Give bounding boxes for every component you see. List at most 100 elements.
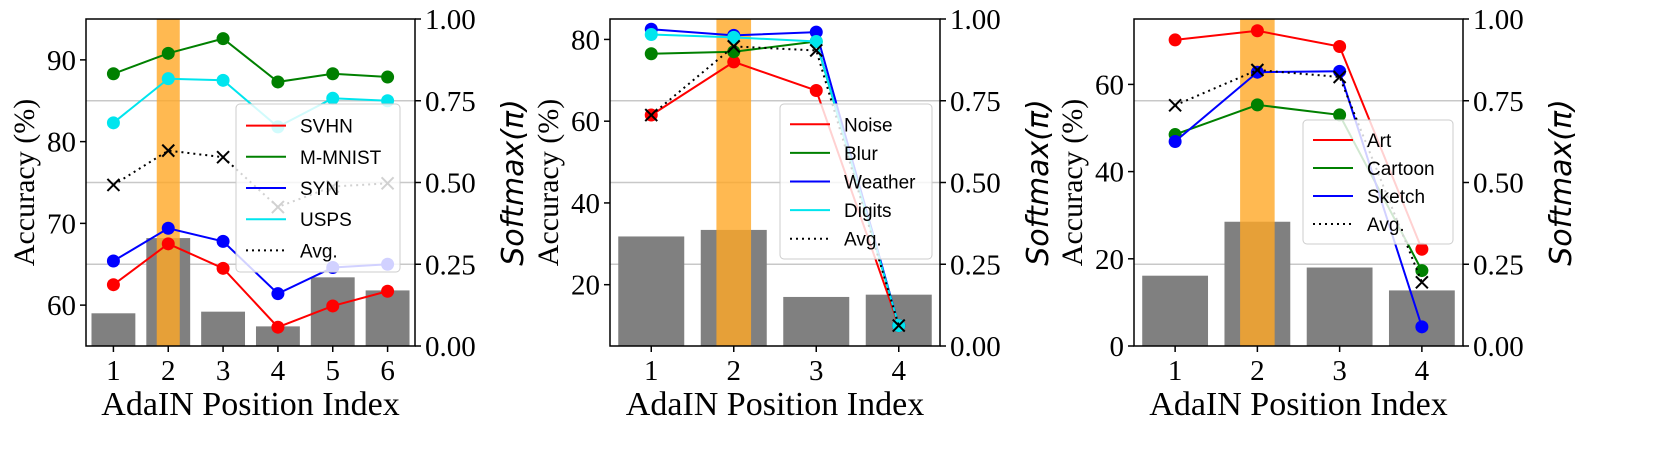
y2tick-label: 0.25 <box>1473 249 1524 281</box>
data-point <box>809 25 823 39</box>
softmax-bar <box>1306 267 1373 346</box>
data-point <box>161 221 175 235</box>
y2tick-label: 0.50 <box>950 168 1001 200</box>
series-line-m-mnist <box>113 37 388 83</box>
data-point <box>161 237 175 251</box>
data-point <box>1250 63 1265 77</box>
softmax-bar <box>783 296 850 346</box>
data-point <box>106 254 120 268</box>
legend-label: Avg. <box>1367 215 1405 236</box>
xtick-label: 3 <box>1332 355 1347 387</box>
x-axis-label: AdaIN Position Index <box>626 386 924 423</box>
highlight-band <box>156 19 180 346</box>
legend-label: SYN <box>300 179 339 200</box>
data-point <box>106 278 120 292</box>
y2tick-label: 0.00 <box>950 331 1001 363</box>
softmax-bar <box>201 311 246 346</box>
y2tick-label: 0.00 <box>1473 331 1524 363</box>
data-point <box>106 116 120 130</box>
ytick-label: 90 <box>47 45 76 77</box>
softmax-bar <box>91 313 136 346</box>
xtick-label: 2 <box>727 355 742 387</box>
ytick-label: 0 <box>1110 331 1125 363</box>
data-point <box>326 67 340 81</box>
y2tick-label: 0.25 <box>425 249 476 281</box>
ytick-label: 60 <box>47 290 76 322</box>
data-point <box>644 47 658 61</box>
y2tick-label: 0.50 <box>425 168 476 200</box>
data-point <box>1250 98 1264 112</box>
xtick-label: 3 <box>809 355 824 387</box>
data-point <box>892 318 906 333</box>
y2tick-label: 0.75 <box>425 86 476 118</box>
data-point <box>1168 98 1182 113</box>
data-point <box>809 43 823 58</box>
ytick-label: 20 <box>571 270 600 302</box>
data-point <box>216 234 230 248</box>
legend-label: Cartoon <box>1367 159 1435 180</box>
data-point <box>216 32 230 46</box>
softmax-bar <box>1142 275 1209 346</box>
ytick-label: 80 <box>571 24 600 56</box>
xtick-label: 1 <box>644 355 659 387</box>
legend: Noise Blur Weather Digits Avg. <box>779 103 933 260</box>
y2-axis-label: Softmax(π) <box>1021 99 1056 266</box>
data-point <box>216 73 230 87</box>
xtick-label: 1 <box>1168 355 1183 387</box>
ytick-label: 40 <box>571 188 600 220</box>
legend-label: Sketch <box>1367 187 1425 208</box>
xtick-label: 2 <box>161 355 176 387</box>
data-point <box>809 84 823 98</box>
legend: Art Cartoon Sketch Avg. <box>1302 119 1454 245</box>
ytick-label: 60 <box>1095 69 1124 101</box>
data-point <box>216 150 230 164</box>
legend-label: Art <box>1367 131 1392 152</box>
xtick-label: 2 <box>1250 355 1265 387</box>
data-point <box>326 299 340 313</box>
data-point <box>161 143 175 158</box>
y2tick-label: 0.75 <box>1473 86 1524 118</box>
xtick-label: 1 <box>106 355 121 387</box>
softmax-bar <box>255 326 300 346</box>
y-axis-label: Accuracy (%) <box>1056 99 1089 266</box>
ytick-label: 60 <box>571 106 600 138</box>
data-point <box>161 72 175 86</box>
y2tick-label: 0.50 <box>1473 168 1524 200</box>
data-point <box>216 261 230 275</box>
xtick-label: 3 <box>216 355 231 387</box>
data-point <box>809 34 823 48</box>
data-point <box>106 67 120 81</box>
y2tick-label: 0.25 <box>950 249 1001 281</box>
ytick-label: 80 <box>47 127 76 159</box>
xtick-label: 4 <box>271 355 286 387</box>
ytick-label: 20 <box>1095 244 1124 276</box>
legend-label: M-MNIST <box>300 148 382 169</box>
xtick-label: 5 <box>326 355 341 387</box>
data-point <box>326 91 340 105</box>
y2-axis-label: Softmax(π) <box>1544 99 1579 266</box>
softmax-bar <box>618 236 685 346</box>
y2tick-label: 0.00 <box>425 331 476 363</box>
legend-label: Noise <box>844 115 893 136</box>
y2tick-label: 1.00 <box>425 4 476 36</box>
data-point <box>644 108 658 122</box>
data-point <box>1415 242 1429 256</box>
ytick-label: 70 <box>47 208 76 240</box>
chart-panel-1: 60 70 80 90 0.00 0.25 0.50 0.75 1.00 1 2 3 4 5 6AdaIN … <box>8 4 531 423</box>
data-point <box>271 75 285 89</box>
y2tick-label: 1.00 <box>950 4 1001 36</box>
y-axis-label: Accuracy (%) <box>532 99 565 266</box>
data-point <box>381 284 395 298</box>
data-point <box>381 70 395 84</box>
data-point <box>1168 135 1182 149</box>
legend-label: Blur <box>844 144 878 165</box>
data-point <box>1333 108 1347 122</box>
xtick-label: 4 <box>892 355 907 387</box>
data-point <box>1250 24 1264 38</box>
legend-label: USPS <box>300 210 352 231</box>
data-point <box>271 287 285 301</box>
ytick-label: 40 <box>1095 157 1124 189</box>
x-axis-label: AdaIN Position Index <box>101 386 399 423</box>
data-point <box>161 46 175 60</box>
